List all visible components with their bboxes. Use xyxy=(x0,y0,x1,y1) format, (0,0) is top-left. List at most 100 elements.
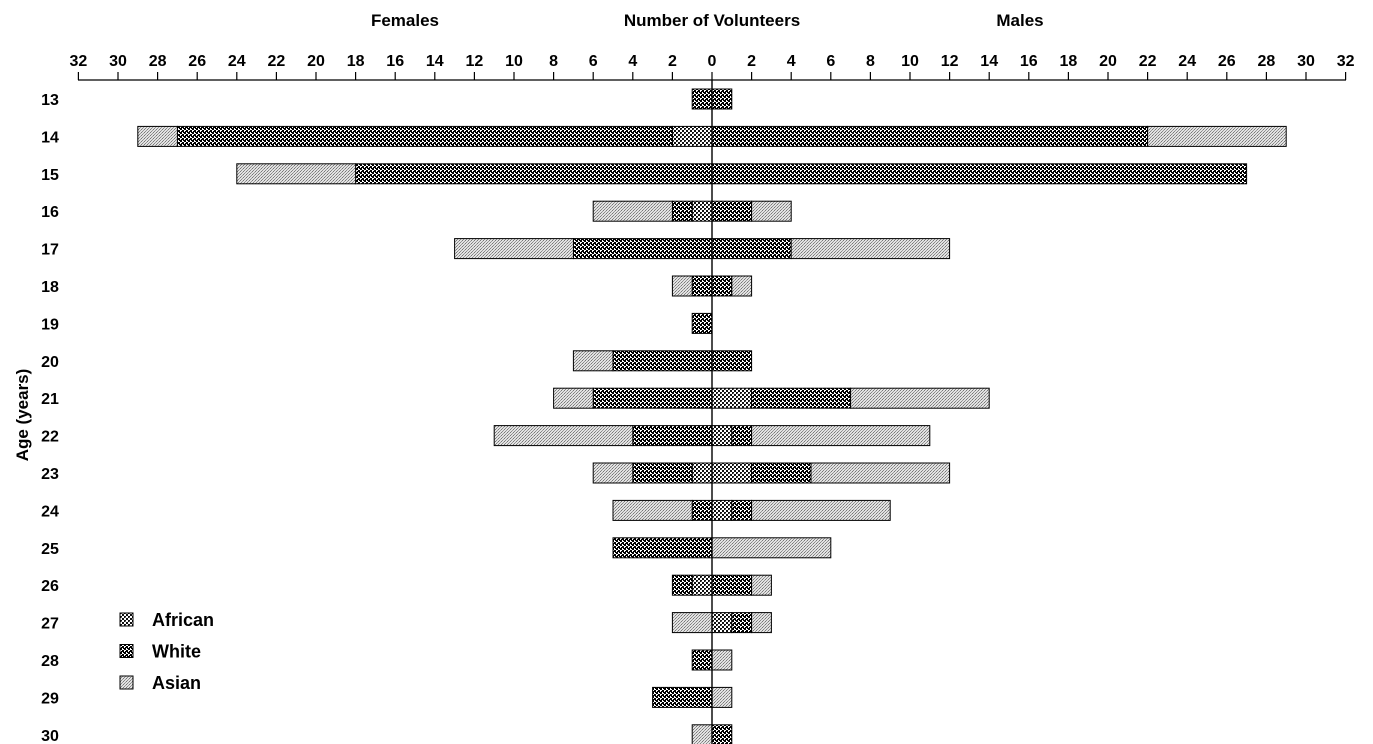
x-tick-label: 10 xyxy=(505,53,523,70)
bar-females-white-age-28 xyxy=(691,649,713,671)
y-tick-label: 28 xyxy=(41,653,59,670)
bar-females-white-age-26 xyxy=(671,574,693,596)
y-tick-label: 27 xyxy=(41,616,59,633)
y-tick-label: 25 xyxy=(41,541,59,558)
y-tick-label: 29 xyxy=(41,690,59,707)
y-tick-label: 18 xyxy=(41,279,59,296)
bar-females-asian-age-23 xyxy=(592,462,634,484)
y-tick-label: 15 xyxy=(41,167,59,184)
bar-females-white-age-29 xyxy=(652,686,713,708)
x-tick-label: 14 xyxy=(980,53,998,70)
bar-females-asian-age-27 xyxy=(671,612,713,634)
bar-females-white-age-20 xyxy=(612,350,713,372)
females-header: Females xyxy=(371,11,439,30)
bar-males-white-age-14 xyxy=(711,125,1149,147)
bar-males-white-age-24 xyxy=(731,499,753,521)
bar-females-asian-age-15 xyxy=(236,163,357,185)
bar-females-african-age-23 xyxy=(691,462,713,484)
y-tick-label: 30 xyxy=(41,728,59,744)
bar-females-white-age-14 xyxy=(176,125,673,147)
y-tick-label: 16 xyxy=(41,204,59,221)
legend-swatch-african xyxy=(119,612,134,627)
legend-swatch-asian xyxy=(119,675,134,690)
bar-males-african-age-27 xyxy=(711,612,733,634)
bar-males-white-age-23 xyxy=(751,462,812,484)
bar-males-white-age-18 xyxy=(711,275,733,297)
bar-females-asian-age-24 xyxy=(612,499,693,521)
y-tick-label: 24 xyxy=(41,503,59,520)
legend-label-white: White xyxy=(152,642,201,662)
y-tick-label: 17 xyxy=(41,242,59,259)
x-tick-label: 4 xyxy=(628,53,637,70)
bar-females-white-age-24 xyxy=(691,499,713,521)
x-tick-label: 6 xyxy=(826,53,835,70)
bar-females-asian-age-18 xyxy=(671,275,693,297)
bar-females-white-age-25 xyxy=(612,537,713,559)
legend-swatch-white xyxy=(119,644,134,658)
x-tick-label: 4 xyxy=(787,53,796,70)
bar-females-asian-age-21 xyxy=(553,387,594,409)
y-tick-label: 20 xyxy=(41,354,59,371)
x-tick-label: 8 xyxy=(549,53,558,70)
x-axis-ticks: 32 30 28 26 24 22 20 18 16 14 12 10 8 6 4 2 0 2 4 6 8 10 12 14 1… xyxy=(70,53,1355,80)
x-tick-label: 22 xyxy=(1139,53,1157,70)
bar-males-white-age-21 xyxy=(751,387,852,409)
bar-males-african-age-23 xyxy=(711,462,753,484)
x-tick-label: 26 xyxy=(1218,53,1236,70)
bar-males-african-age-22 xyxy=(711,425,733,447)
x-tick-label: 16 xyxy=(1020,53,1038,70)
bar-males-asian-age-23 xyxy=(810,462,951,484)
bar-females-white-age-13 xyxy=(691,88,713,110)
bar-females-african-age-14 xyxy=(671,125,713,147)
bar-females-white-age-22 xyxy=(632,425,713,447)
bar-males-asian-age-29 xyxy=(711,686,733,708)
bar-males-asian-age-17 xyxy=(790,238,951,260)
x-tick-label: 24 xyxy=(228,53,246,70)
x-tick-label: 14 xyxy=(426,53,444,70)
x-tick-label: 6 xyxy=(589,53,598,70)
y-tick-label: 19 xyxy=(41,316,59,333)
bar-females-white-age-21 xyxy=(592,387,713,409)
bar-males-asian-age-24 xyxy=(751,499,891,521)
y-axis-label: Age (years) xyxy=(13,369,32,462)
bar-males-white-age-20 xyxy=(711,350,753,372)
y-tick-label: 21 xyxy=(41,391,59,408)
bar-males-white-age-16 xyxy=(711,200,753,222)
y-tick-label: 14 xyxy=(41,129,59,146)
x-tick-label: 16 xyxy=(386,53,404,70)
bar-males-white-age-27 xyxy=(731,612,753,634)
x-tick-label: 8 xyxy=(866,53,875,70)
y-tick-label: 13 xyxy=(41,92,59,109)
bar-females-white-age-18 xyxy=(691,275,713,297)
x-tick-label: 2 xyxy=(668,53,677,70)
bar-males-asian-age-16 xyxy=(751,200,792,222)
x-tick-label: 22 xyxy=(268,53,286,70)
bar-males-asian-age-14 xyxy=(1147,125,1287,147)
bar-females-white-age-19 xyxy=(691,312,713,334)
bar-females-asian-age-14 xyxy=(137,125,178,147)
legend-label-african: African xyxy=(152,610,214,630)
bar-males-asian-age-28 xyxy=(711,649,733,671)
bar-males-white-age-26 xyxy=(711,574,753,596)
x-tick-label: 12 xyxy=(941,53,959,70)
bar-females-african-age-16 xyxy=(691,200,713,222)
bar-females-asian-age-22 xyxy=(493,425,634,447)
x-tick-label: 20 xyxy=(1099,53,1117,70)
x-tick-label: 18 xyxy=(347,53,365,70)
x-tick-label: 26 xyxy=(188,53,206,70)
bar-males-african-age-24 xyxy=(711,499,733,521)
y-tick-label: 26 xyxy=(41,578,59,595)
x-tick-label: 0 xyxy=(708,53,717,70)
bar-males-african-age-21 xyxy=(711,387,753,409)
x-tick-label: 32 xyxy=(1337,53,1355,70)
bar-males-white-age-17 xyxy=(711,238,792,260)
bar-males-white-age-30 xyxy=(711,724,733,744)
y-tick-label: 23 xyxy=(41,466,59,483)
bar-females-white-age-16 xyxy=(671,200,693,222)
legend: African White Asian xyxy=(119,610,214,693)
bar-males-asian-age-27 xyxy=(751,612,772,634)
y-axis-category-labels: 13 14 15 16 17 18 19 20 21 22 23 24 25 26 27 28 29 30 xyxy=(41,92,59,744)
x-tick-label: 24 xyxy=(1178,53,1196,70)
bar-females-african-age-26 xyxy=(691,574,713,596)
